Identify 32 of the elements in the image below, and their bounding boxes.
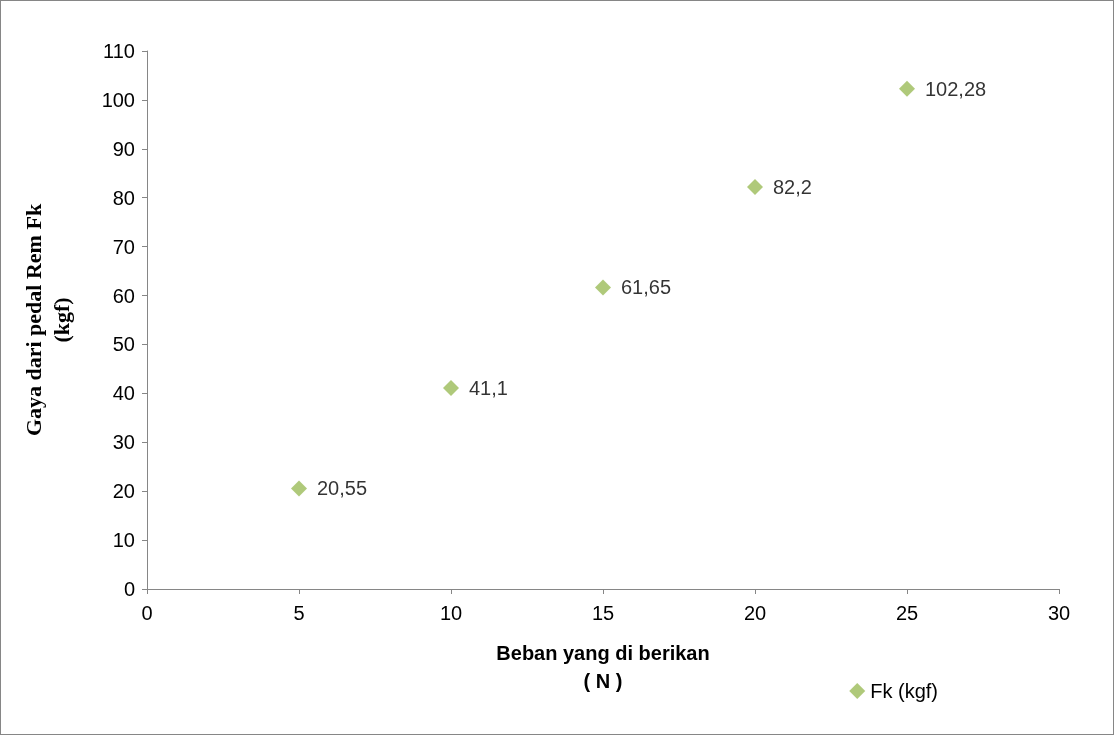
point [443,379,459,396]
x-tick-label: 25 [895,602,919,624]
data-label: 102,28 [925,77,987,100]
y-tick-label: 30 [112,431,135,454]
y-tick-label: 80 [112,186,135,209]
x-tick-label: 0 [141,602,153,624]
x-tick-label: 30 [1047,602,1071,624]
y-tick-label: 10 [112,529,135,552]
y-tick-label: 50 [112,333,135,356]
x-axis-title: Beban yang di berikan ( N ) [496,642,710,692]
x-tick-label: 10 [439,602,463,624]
point [291,480,307,497]
y-axis-title: Gaya dari pedal Rem Fk (kgf) [20,203,74,437]
x-tick-label: 5 [293,602,305,624]
data-label: 41,1 [469,376,508,399]
point [595,279,611,296]
y-tick-label: 100 [101,88,135,111]
point [899,80,915,97]
y-tick-label: 20 [112,480,135,503]
legend-label: Fk (kgf) [870,680,939,702]
x-tick-label: 15 [591,602,615,624]
y-tick-label: 60 [112,284,135,307]
y-tick-label: 70 [112,235,135,258]
data-label: 61,65 [621,276,672,299]
data-label: 20,55 [317,477,368,500]
point [747,178,763,195]
y-tick-label: 90 [112,137,135,160]
data-label: 82,2 [773,175,812,198]
y-tick-label: 110 [103,40,135,62]
x-tick-label: 20 [743,602,767,624]
y-tick-label: 0 [123,578,135,600]
y-tick-label: 40 [112,382,135,405]
